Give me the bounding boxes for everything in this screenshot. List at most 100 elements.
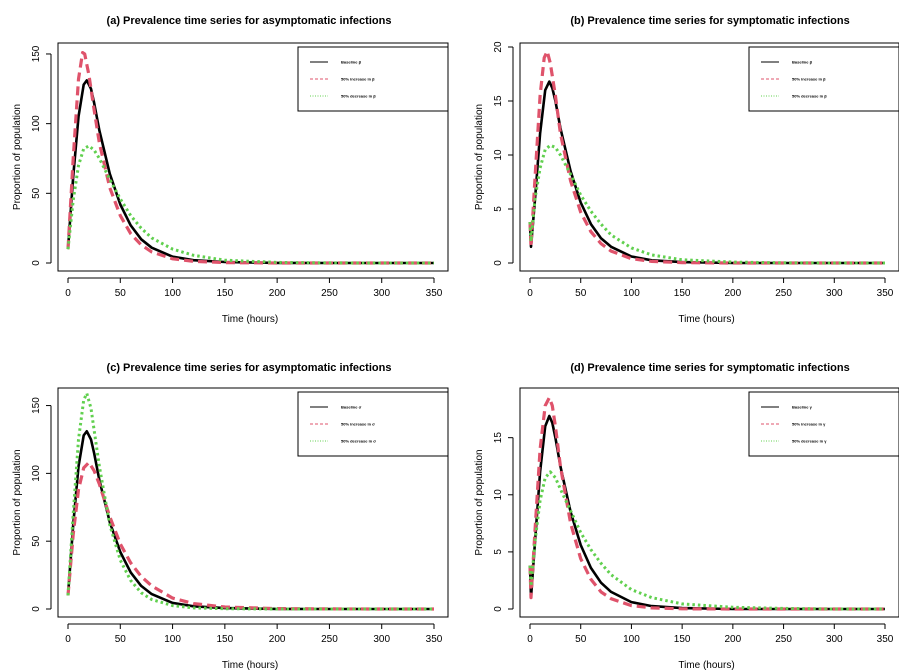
x-tick-label: 250 xyxy=(775,288,792,299)
x-tick-label: 250 xyxy=(321,288,338,299)
x-axis-label: Time (hours) xyxy=(678,660,734,671)
panel-title: (c) Prevalence time series for asymptoma… xyxy=(107,362,392,374)
y-tick-label: 150 xyxy=(31,397,42,414)
x-tick-label: 300 xyxy=(826,634,843,645)
y-tick-label: 5 xyxy=(493,549,504,555)
y-axis-label: Proportion of population xyxy=(12,449,23,555)
x-tick-label: 0 xyxy=(527,288,533,299)
plot-frame xyxy=(57,42,449,272)
x-tick-label: 50 xyxy=(115,288,127,299)
x-tick-label: 350 xyxy=(426,634,443,645)
x-axis: 0 50 100 150 200 250 300 350 Time (hours) xyxy=(527,277,894,325)
y-axis-label: Proportion of population xyxy=(12,104,23,210)
panel-title: (d) Prevalence time series for symptomat… xyxy=(570,362,849,374)
x-tick-label: 250 xyxy=(775,634,792,645)
x-tick-label: 0 xyxy=(527,634,533,645)
y-axis-label: Proportion of population xyxy=(474,449,485,555)
panel-2: (c) Prevalence time series for asymptoma… xyxy=(12,362,449,671)
x-tick-label: 100 xyxy=(164,288,181,299)
panel-title: (a) Prevalence time series for asymptoma… xyxy=(107,15,392,27)
y-axis-label: Proportion of population xyxy=(474,104,485,210)
series-line-increase xyxy=(528,49,885,265)
x-tick-label: 350 xyxy=(877,288,894,299)
x-tick-label: 150 xyxy=(674,288,691,299)
x-tick-label: 150 xyxy=(674,634,691,645)
x-tick-label: 300 xyxy=(373,288,390,299)
y-tick-label: 15 xyxy=(493,432,504,444)
panel-1: (b) Prevalence time series for symptomat… xyxy=(474,15,899,325)
legend-label-baseline: Baseline γ xyxy=(792,405,813,410)
x-tick-label: 200 xyxy=(269,634,286,645)
plot-frame xyxy=(519,387,899,618)
x-tick-label: 50 xyxy=(115,634,127,645)
x-tick-label: 100 xyxy=(164,634,181,645)
series-line-increase xyxy=(528,396,885,611)
y-axis: 0 50 100 150 Proportion of population xyxy=(12,45,52,266)
x-axis: 0 50 100 150 200 250 300 350 Time (hours) xyxy=(527,623,894,671)
x-tick-label: 0 xyxy=(65,634,71,645)
series-line-increase xyxy=(66,460,434,611)
plot-frame xyxy=(519,42,899,272)
y-tick-label: 10 xyxy=(493,489,504,501)
y-tick-label: 5 xyxy=(493,206,504,212)
y-tick-label: 15 xyxy=(493,95,504,107)
y-tick-label: 0 xyxy=(31,260,42,266)
legend-label-increase: 50% increase in γ xyxy=(792,422,826,427)
y-tick-label: 20 xyxy=(493,41,504,53)
y-tick-label: 100 xyxy=(31,115,42,132)
x-tick-label: 300 xyxy=(373,634,390,645)
series-line-baseline xyxy=(66,430,434,611)
legend-label-increase: 50% increase in β xyxy=(792,77,826,82)
x-axis: 0 50 100 150 200 250 300 350 Time (hours) xyxy=(65,623,443,671)
y-tick-label: 0 xyxy=(493,260,504,266)
y-tick-label: 0 xyxy=(31,606,42,612)
x-tick-label: 50 xyxy=(575,288,587,299)
x-tick-label: 200 xyxy=(269,288,286,299)
legend-label-baseline: Baseline β xyxy=(792,60,813,65)
series-line-baseline xyxy=(528,80,885,265)
legend: Baseline β 50% increase in β 50% decrease … xyxy=(748,46,899,112)
x-axis-label: Time (hours) xyxy=(222,314,278,325)
x-tick-label: 350 xyxy=(426,288,443,299)
x-tick-label: 0 xyxy=(65,288,71,299)
legend-label-decrease: 50% decrease in β xyxy=(792,94,827,99)
legend-label-increase: 50% increase in β xyxy=(341,77,375,82)
y-tick-label: 50 xyxy=(31,187,42,199)
legend-label-decrease: 50% decrease in γ xyxy=(792,439,827,444)
series-line-decrease xyxy=(66,391,434,611)
legend-label-increase: 50% increase in σ xyxy=(341,422,375,427)
x-tick-label: 50 xyxy=(575,634,587,645)
x-tick-label: 150 xyxy=(217,288,234,299)
x-tick-label: 350 xyxy=(877,634,894,645)
y-axis: 0 50 100 150 Proportion of population xyxy=(12,397,52,612)
legend-label-decrease: 50% decrease in σ xyxy=(341,439,376,444)
legend: Baseline β 50% increase in β 50% decrease … xyxy=(297,46,449,112)
y-tick-label: 100 xyxy=(31,465,42,482)
legend-label-baseline: Baseline β xyxy=(341,60,362,65)
y-tick-label: 0 xyxy=(493,606,504,612)
legend-label-decrease: 50% decrease in β xyxy=(341,94,376,99)
y-tick-label: 150 xyxy=(31,45,42,62)
x-tick-label: 150 xyxy=(217,634,234,645)
legend: Baseline γ 50% increase in γ 50% decrease … xyxy=(748,391,899,457)
legend: Baseline σ 50% increase in σ 50% decrease … xyxy=(297,391,449,457)
x-axis-label: Time (hours) xyxy=(222,660,278,671)
x-tick-label: 100 xyxy=(623,288,640,299)
series-line-decrease xyxy=(528,470,885,611)
legend-label-baseline: Baseline σ xyxy=(341,405,362,410)
y-axis: 0 5 10 15 20 Proportion of population xyxy=(474,41,514,266)
panel-title: (b) Prevalence time series for symptomat… xyxy=(570,15,849,27)
y-tick-label: 50 xyxy=(31,535,42,547)
x-tick-label: 300 xyxy=(826,288,843,299)
series-line-decrease xyxy=(528,143,885,265)
panel-3: (d) Prevalence time series for symptomat… xyxy=(474,362,899,671)
x-tick-label: 100 xyxy=(623,634,640,645)
x-tick-label: 250 xyxy=(321,634,338,645)
y-tick-label: 10 xyxy=(493,149,504,161)
series-line-baseline xyxy=(528,414,885,611)
x-tick-label: 200 xyxy=(725,288,742,299)
x-axis-label: Time (hours) xyxy=(678,314,734,325)
series-line-decrease xyxy=(66,144,434,265)
x-tick-label: 200 xyxy=(725,634,742,645)
